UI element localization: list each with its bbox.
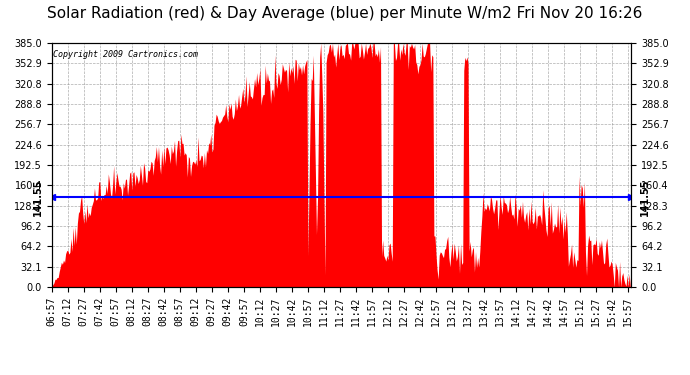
Text: 141.55: 141.55 <box>33 178 43 216</box>
Text: 141.55: 141.55 <box>640 178 650 216</box>
Text: Solar Radiation (red) & Day Average (blue) per Minute W/m2 Fri Nov 20 16:26: Solar Radiation (red) & Day Average (blu… <box>48 6 642 21</box>
Text: Copyright 2009 Cartronics.com: Copyright 2009 Cartronics.com <box>53 51 198 59</box>
